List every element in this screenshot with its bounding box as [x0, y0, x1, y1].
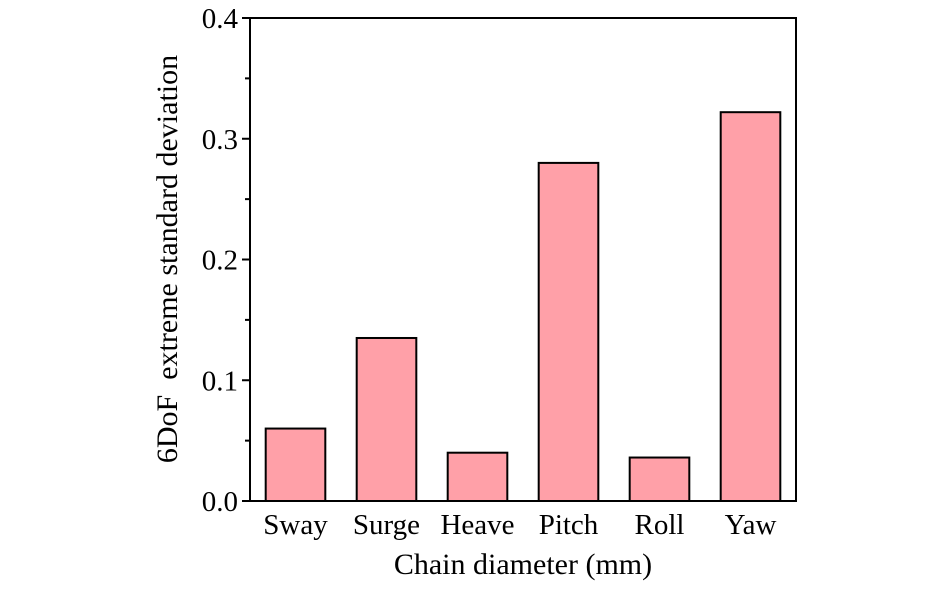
plot-frame — [249, 17, 797, 502]
bar-sway — [264, 427, 327, 502]
x-tick-label-surge: Surge — [353, 509, 420, 541]
y-tick-label: 0.3 — [202, 124, 238, 156]
y-tick-label: 0.0 — [202, 486, 238, 518]
x-axis-label: Chain diameter (mm) — [394, 548, 652, 581]
x-tick-label-yaw: Yaw — [725, 509, 777, 541]
x-ticks-group: Sway Surge Heave Pitch Roll Yaw — [263, 509, 776, 541]
y-tick-label: 0.1 — [202, 365, 238, 397]
y-axis-label: 6DoF extreme standard deviation — [151, 55, 184, 463]
y-tick-label: 0.2 — [202, 245, 238, 277]
x-tick-label-pitch: Pitch — [539, 509, 599, 541]
bar-surge — [355, 336, 418, 502]
bars-group — [264, 111, 782, 503]
bar-pitch — [537, 161, 600, 502]
x-tick-label-sway: Sway — [263, 509, 328, 541]
x-tick-label-roll: Roll — [635, 509, 685, 541]
bar-heave — [446, 451, 509, 503]
y-ticks-group: 0.0 0.1 0.2 0.3 0.4 — [202, 3, 250, 518]
bar-yaw — [719, 111, 782, 502]
x-tick-label-heave: Heave — [440, 509, 514, 541]
bar-roll — [628, 456, 691, 502]
y-tick-label: 0.4 — [202, 3, 239, 35]
